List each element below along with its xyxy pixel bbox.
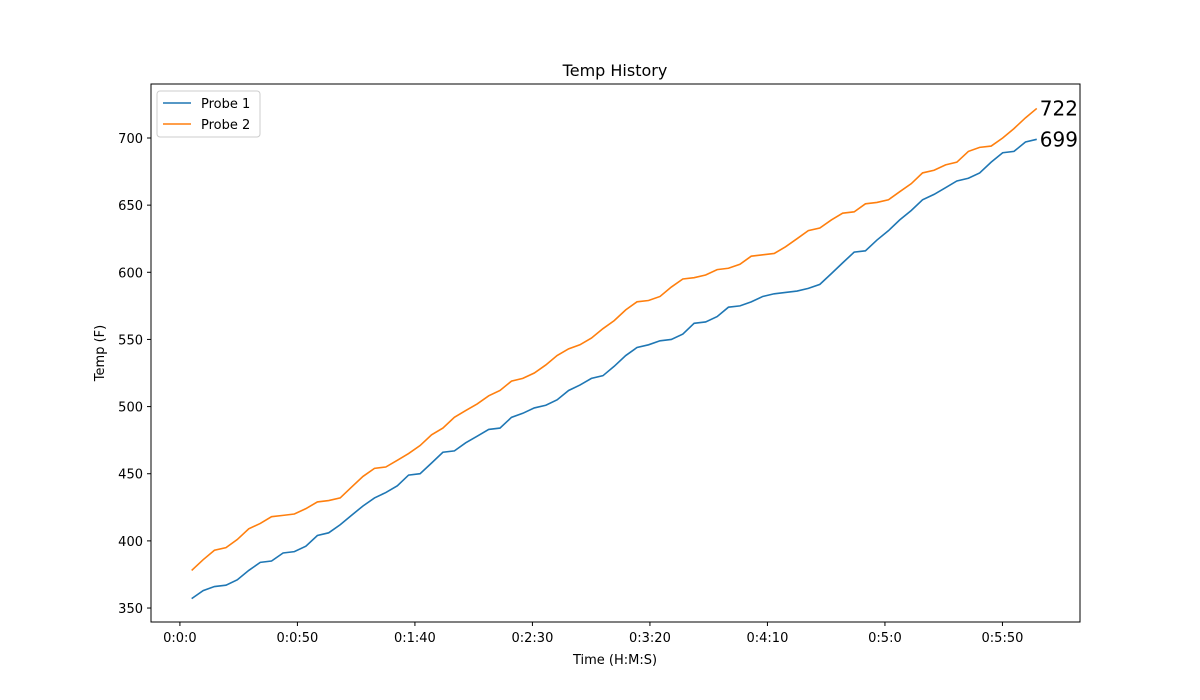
x-tick-label: 0:5:50 <box>982 631 1024 646</box>
y-tick-label: 600 <box>118 266 143 281</box>
plot-frame <box>150 83 1081 623</box>
x-tick-label: 0:5:0 <box>868 631 902 646</box>
x-tick-label: 0:4:10 <box>747 631 789 646</box>
x-tick-label: 0:1:40 <box>394 631 436 646</box>
series-line <box>191 107 1038 572</box>
x-tick-label: 0:0:0 <box>163 631 197 646</box>
y-tick-label: 500 <box>118 401 143 416</box>
y-tick-label: 450 <box>118 468 143 483</box>
end-value-label: 722 <box>1040 96 1078 120</box>
x-tick-label: 0:2:30 <box>512 631 554 646</box>
end-value-label: 699 <box>1040 127 1078 151</box>
series-line <box>191 138 1037 600</box>
y-axis-label: Temp (F) <box>93 325 108 382</box>
legend-label: Probe 2 <box>201 118 250 133</box>
x-tick-label: 0:3:20 <box>629 631 671 646</box>
y-tick-label: 650 <box>118 199 143 214</box>
y-tick-label: 700 <box>118 132 143 147</box>
chart-title: Temp History <box>562 61 668 80</box>
y-tick-label: 350 <box>118 602 143 617</box>
x-tick-label: 0:0:50 <box>276 631 318 646</box>
x-axis-label: Time (H:M:S) <box>572 653 657 668</box>
y-tick-label: 550 <box>118 333 143 348</box>
y-tick-label: 400 <box>118 535 143 550</box>
legend-label: Probe 1 <box>201 97 250 112</box>
